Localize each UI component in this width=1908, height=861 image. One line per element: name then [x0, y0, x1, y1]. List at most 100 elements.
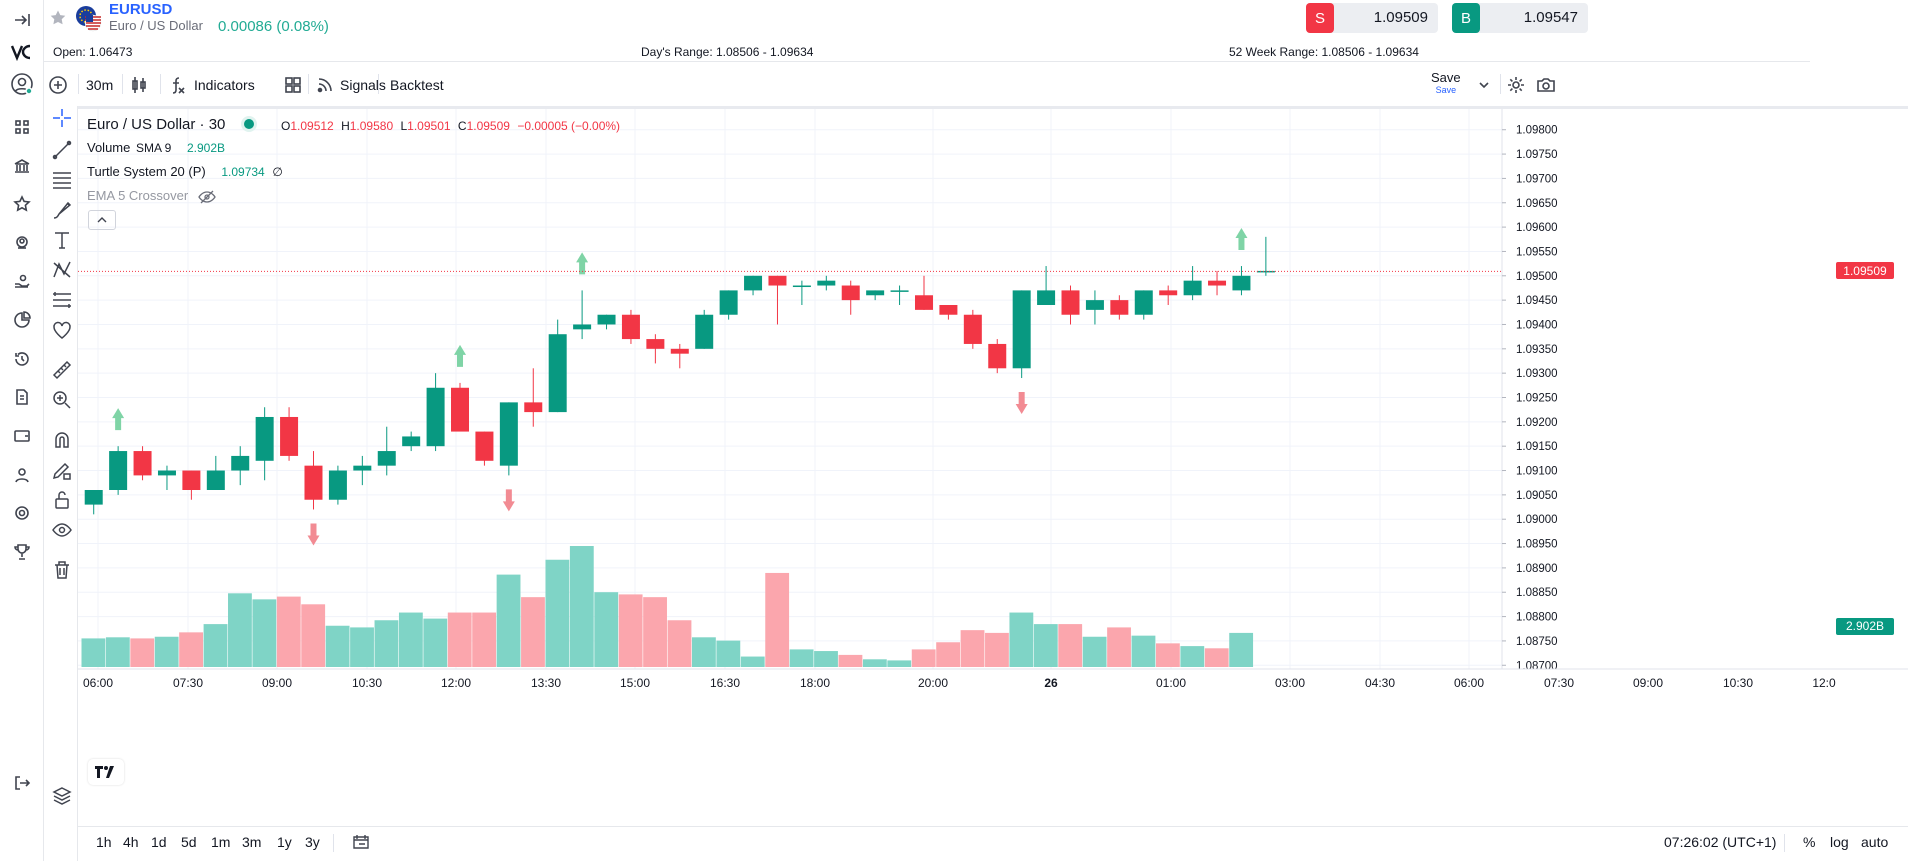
candle-body [1037, 290, 1056, 305]
open-value: 1.09512 [290, 119, 334, 133]
candle [1159, 285, 1178, 305]
price-chart[interactable]: 1.09800 1.09750 1.09700 1.09650 1.09600 1.095… [78, 109, 1908, 831]
chart-type-button[interactable] [130, 74, 148, 96]
camera-icon [1537, 78, 1555, 92]
add-symbol-button[interactable] [48, 74, 68, 96]
indicators-button[interactable]: Indicators [168, 74, 255, 96]
lock-tool[interactable] [48, 486, 76, 514]
history-icon[interactable] [6, 345, 38, 373]
legend-volume-row[interactable]: Volume SMA 9 2.902B [87, 140, 225, 155]
range-3m[interactable]: 3m [242, 834, 262, 850]
volume-bar [1131, 635, 1156, 667]
volume-bar [1180, 646, 1205, 667]
text-tool[interactable] [48, 226, 76, 254]
prediction-tool[interactable] [48, 286, 76, 314]
legend-collapse-button[interactable] [88, 210, 116, 230]
go-to-date-button[interactable] [352, 834, 370, 853]
remove-drawings-tool[interactable] [48, 556, 76, 584]
save-menu-button[interactable] [1478, 74, 1490, 96]
hidden-eye-icon[interactable] [198, 190, 216, 204]
candle [573, 290, 592, 340]
legend-ema-row[interactable]: EMA 5 Crossover [87, 188, 216, 204]
screenshot-button[interactable] [1536, 74, 1556, 96]
range-4h[interactable]: 4h [123, 834, 139, 850]
range-1h[interactable]: 1h [96, 834, 112, 850]
candle-body [1012, 290, 1031, 369]
candle-body [451, 387, 470, 432]
settings-gear-icon[interactable] [6, 499, 38, 527]
log-toggle[interactable]: log [1830, 834, 1849, 850]
bank-icon[interactable] [6, 152, 38, 180]
document-icon[interactable] [6, 383, 38, 411]
candle [1208, 270, 1227, 296]
stay-drawing-tool[interactable] [48, 456, 76, 484]
pie-chart-icon[interactable] [6, 306, 38, 334]
hide-drawings-tool[interactable] [48, 516, 76, 544]
range-5d[interactable]: 5d [181, 834, 197, 850]
trend-line-tool[interactable] [48, 136, 76, 164]
user-avatar-icon[interactable] [6, 70, 38, 98]
hand-coin-icon[interactable] [6, 268, 38, 296]
sell-button[interactable]: S 1.09509 [1306, 3, 1438, 33]
sell-signal-arrow [502, 489, 515, 512]
range-1y[interactable]: 1y [277, 834, 292, 850]
candle [84, 490, 103, 515]
volume-bar [203, 624, 228, 667]
legend-title[interactable]: Euro / US Dollar · 30 [87, 116, 226, 133]
plus-circle-icon [49, 76, 67, 94]
candle-body [573, 324, 592, 330]
signals-button[interactable]: Signals [316, 74, 386, 96]
volume-bar [276, 596, 301, 667]
pattern-tool[interactable] [48, 256, 76, 284]
range-1d[interactable]: 1d [151, 834, 167, 850]
measure-tool[interactable] [48, 356, 76, 384]
high-label: H [341, 119, 350, 133]
time-tick-label: 26 [1044, 676, 1058, 690]
clock-timezone[interactable]: 07:26:02 (UTC+1) [1664, 834, 1777, 850]
chart-settings-button[interactable] [1506, 74, 1526, 96]
magnet-tool[interactable] [48, 426, 76, 454]
pattern-icon [53, 261, 71, 278]
auto-toggle[interactable]: auto [1861, 834, 1889, 850]
range-3y[interactable]: 3y [305, 834, 320, 850]
expand-arrow-icon[interactable] [6, 6, 38, 34]
legend-turtle-row[interactable]: Turtle System 20 (P) 1.09734 ∅ [87, 164, 283, 179]
chevron-down-icon [1479, 82, 1489, 89]
save-button[interactable]: Save Save [1431, 70, 1461, 95]
symbol-ticker[interactable]: EURUSD [109, 1, 173, 18]
fib-tool[interactable] [48, 166, 76, 194]
candle [768, 275, 787, 325]
zoom-in-tool[interactable] [48, 386, 76, 414]
brush-tool[interactable] [48, 196, 76, 224]
trophy-icon[interactable] [6, 538, 38, 566]
volume-bar [1058, 624, 1083, 667]
brush-icon [53, 201, 72, 219]
percent-toggle[interactable]: % [1803, 834, 1816, 850]
tradingview-logo[interactable] [88, 759, 124, 785]
trash-icon [55, 561, 69, 579]
candle-body [353, 465, 372, 471]
logout-icon[interactable] [6, 769, 38, 797]
buy-button[interactable]: B 1.09547 [1452, 3, 1588, 33]
backtest-button[interactable]: Backtest [390, 77, 444, 93]
interval-button[interactable]: 30m [86, 77, 114, 93]
wallet-icon[interactable] [6, 422, 38, 450]
range-1m[interactable]: 1m [211, 834, 231, 850]
candle [353, 455, 372, 486]
star-icon[interactable] [6, 190, 38, 218]
favorites-tool[interactable] [48, 316, 76, 344]
apps-grid-icon[interactable] [6, 113, 38, 141]
open-label: O [281, 119, 291, 133]
person-icon[interactable] [6, 461, 38, 489]
crosshair-tool[interactable] [48, 104, 76, 132]
candle [1085, 290, 1104, 325]
object-tree-tool[interactable] [48, 782, 76, 810]
chart-pane[interactable]: 1.09800 1.09750 1.09700 1.09650 1.09600 1.095… [78, 106, 1908, 831]
layers-icon [52, 787, 72, 805]
templates-button[interactable] [284, 74, 302, 96]
candle-body [1110, 300, 1129, 315]
chevron-up-icon [97, 217, 107, 223]
contact-icon[interactable] [6, 229, 38, 257]
favorite-star-icon[interactable] [49, 9, 67, 27]
volume-bar [1229, 632, 1254, 667]
